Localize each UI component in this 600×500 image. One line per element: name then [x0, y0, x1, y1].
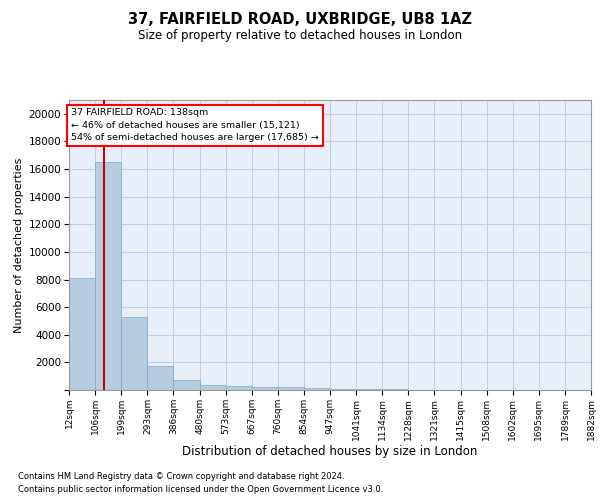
Text: 37, FAIRFIELD ROAD, UXBRIDGE, UB8 1AZ: 37, FAIRFIELD ROAD, UXBRIDGE, UB8 1AZ	[128, 12, 472, 28]
Text: Contains HM Land Registry data © Crown copyright and database right 2024.: Contains HM Land Registry data © Crown c…	[18, 472, 344, 481]
Bar	[95, 162, 121, 390]
Text: 37 FAIRFIELD ROAD: 138sqm
← 46% of detached houses are smaller (15,121)
54% of s: 37 FAIRFIELD ROAD: 138sqm ← 46% of detac…	[71, 108, 319, 142]
Bar	[173, 380, 200, 390]
Bar	[330, 389, 356, 390]
Bar	[200, 385, 226, 390]
Bar	[148, 366, 173, 390]
Bar	[252, 387, 278, 390]
Text: Contains public sector information licensed under the Open Government Licence v3: Contains public sector information licen…	[18, 485, 383, 494]
Bar	[69, 278, 95, 390]
Bar	[278, 387, 304, 390]
X-axis label: Distribution of detached houses by size in London: Distribution of detached houses by size …	[182, 446, 478, 458]
Text: Size of property relative to detached houses in London: Size of property relative to detached ho…	[138, 29, 462, 42]
Bar	[121, 317, 148, 390]
Bar	[226, 386, 252, 390]
Y-axis label: Number of detached properties: Number of detached properties	[14, 158, 25, 332]
Bar	[304, 388, 330, 390]
